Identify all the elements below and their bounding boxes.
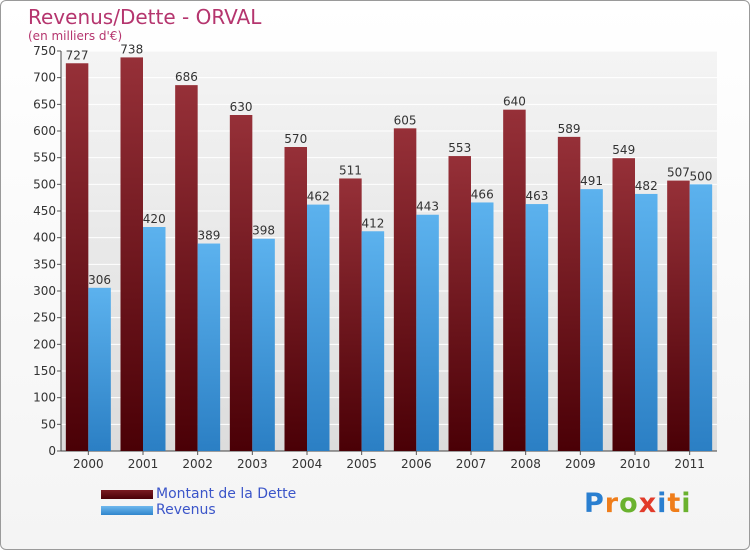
bar-dette <box>503 109 526 452</box>
bar-dette <box>175 85 198 451</box>
data-label: 738 <box>120 42 143 56</box>
data-label: 511 <box>339 163 362 177</box>
data-label: 630 <box>230 100 253 114</box>
data-label: 412 <box>361 216 384 230</box>
y-tick-label: 600 <box>33 124 56 138</box>
bar-revenus <box>361 231 385 451</box>
logo-letter: i <box>657 488 668 519</box>
proxiti-logo: Proxiti <box>584 488 692 519</box>
data-label: 686 <box>175 70 198 84</box>
data-label: 463 <box>525 189 548 203</box>
data-label: 553 <box>448 141 471 155</box>
data-label: 466 <box>471 187 494 201</box>
y-tick-label: 50 <box>41 417 56 431</box>
bar-dette <box>557 136 581 451</box>
data-label: 389 <box>197 229 220 243</box>
data-label: 306 <box>88 273 111 287</box>
legend-label-revenus: Revenus <box>156 502 216 518</box>
data-label: 605 <box>394 113 417 127</box>
y-tick-label: 100 <box>33 391 56 405</box>
bar-revenus <box>197 243 221 451</box>
legend-swatch-revenus <box>101 506 153 515</box>
data-label: 443 <box>416 200 439 214</box>
y-tick-label: 700 <box>33 71 56 85</box>
bar-revenus <box>471 202 494 451</box>
data-label: 727 <box>66 48 89 62</box>
bar-revenus <box>580 189 603 451</box>
bar-dette <box>65 63 89 452</box>
data-label: 640 <box>503 95 526 109</box>
bar-dette <box>229 115 253 451</box>
legend-swatch-dette <box>101 490 153 499</box>
x-tick-label: 2006 <box>401 457 432 471</box>
bar-revenus <box>689 184 713 452</box>
x-tick-label: 2011 <box>674 457 705 471</box>
data-label: 589 <box>558 122 581 136</box>
bar-revenus <box>88 287 111 451</box>
plot-area <box>61 51 717 451</box>
logo-letter: x <box>638 488 658 519</box>
y-tick-label: 200 <box>33 337 56 351</box>
bar-revenus <box>252 238 275 451</box>
logo-letter: t <box>667 488 682 519</box>
chart-subtitle: (en milliers d'€) <box>28 29 123 43</box>
x-tick-label: 2008 <box>510 457 541 471</box>
data-label: 500 <box>689 169 712 183</box>
x-tick-label: 2009 <box>565 457 596 471</box>
x-tick-label: 2000 <box>73 457 104 471</box>
legend-label-dette: Montant de la Dette <box>156 486 297 502</box>
x-tick-label: 2002 <box>182 457 213 471</box>
x-tick-label: 2007 <box>456 457 487 471</box>
logo-letter: o <box>619 488 639 519</box>
bar-dette <box>393 128 417 451</box>
x-tick-label: 2001 <box>128 457 159 471</box>
y-tick-label: 250 <box>33 311 56 325</box>
x-tick-label: 2004 <box>292 457 323 471</box>
data-label: 507 <box>667 166 690 180</box>
bar-dette <box>448 156 471 452</box>
bar-revenus <box>143 227 166 451</box>
data-label: 570 <box>284 132 307 146</box>
data-label: 482 <box>635 179 658 193</box>
bar-revenus <box>416 214 439 451</box>
data-label: 549 <box>612 143 635 157</box>
bar-dette <box>667 180 690 451</box>
y-tick-label: 300 <box>33 284 56 298</box>
y-tick-label: 500 <box>33 177 56 191</box>
y-tick-label: 550 <box>33 151 56 165</box>
x-tick-label: 2005 <box>346 457 377 471</box>
logo-letter: i <box>681 488 692 519</box>
logo-letter: r <box>604 488 620 519</box>
y-tick-label: 350 <box>33 257 56 271</box>
y-tick-label: 400 <box>33 231 56 245</box>
logo-letter: P <box>584 488 605 519</box>
y-tick-label: 0 <box>48 444 56 458</box>
bar-revenus <box>307 204 330 451</box>
data-label: 491 <box>580 174 603 188</box>
chart-title: Revenus/Dette - ORVAL <box>28 5 262 29</box>
x-tick-label: 2003 <box>237 457 268 471</box>
bar-dette <box>339 178 362 451</box>
bar-dette <box>284 147 307 451</box>
y-tick-label: 650 <box>33 97 56 111</box>
y-tick-label: 450 <box>33 204 56 218</box>
y-tick-label: 750 <box>33 44 56 58</box>
data-label: 462 <box>307 190 330 204</box>
bar-revenus <box>635 193 658 451</box>
bar-revenus <box>525 204 549 451</box>
x-tick-label: 2010 <box>620 457 651 471</box>
data-label: 420 <box>143 212 166 226</box>
y-tick-label: 150 <box>33 364 56 378</box>
bar-dette <box>612 158 635 451</box>
bar-dette <box>120 57 143 452</box>
data-label: 398 <box>252 224 275 238</box>
